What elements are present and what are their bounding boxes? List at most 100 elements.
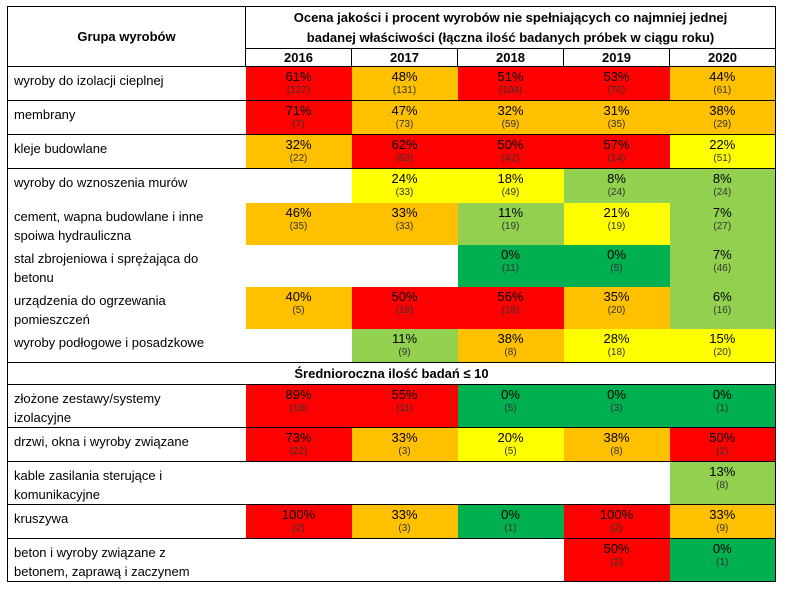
sample-count: (24) [713, 187, 732, 198]
product-group-name: urządzenia do ogrzewania pomieszczeń [7, 286, 246, 329]
sample-count: (59) [501, 119, 520, 130]
sample-count: (14) [607, 153, 626, 164]
table-row: beton i wyroby związane z betonem, zapraw… [7, 538, 777, 582]
product-group-name: kleje budowlane [7, 134, 246, 169]
result-cell: 24% (33) [351, 168, 458, 203]
product-group-name: złożone zestawy/systemy izolacyjne [7, 384, 246, 428]
result-cell: 32% (22) [245, 134, 352, 169]
failure-percent: 18% [497, 171, 524, 186]
result-cell [351, 538, 458, 582]
failure-percent: 0% [607, 246, 626, 262]
sample-count: (18) [607, 346, 626, 358]
failure-percent: 61% [285, 69, 312, 84]
sample-count: (11) [501, 262, 520, 274]
product-group-name: drzwi, okna i wyroby związane [7, 427, 246, 462]
result-cell: 28% (18) [563, 328, 670, 363]
failure-percent: 24% [391, 171, 418, 186]
failure-percent: 7% [712, 246, 732, 262]
result-cell: 22% (51) [669, 134, 777, 169]
failure-percent: 56% [497, 288, 524, 304]
sample-count: (5) [610, 262, 623, 274]
year-header: 2016 [245, 48, 352, 67]
product-group-name: wyroby do wznoszenia murów [7, 168, 246, 203]
result-cell: 46% (35) [245, 202, 352, 245]
sample-count: (2) [610, 523, 623, 534]
sample-count: (8) [504, 346, 517, 358]
product-group-name: membrany [7, 100, 246, 135]
sample-count: (127) [286, 85, 311, 96]
product-group-name-line: betonem, zaprawą i zaczynem [14, 564, 190, 579]
failure-percent: 8% [607, 171, 626, 186]
failure-percent: 50% [497, 137, 524, 152]
table-title-line-2: badanej właściwości (łączna ilość badany… [306, 30, 715, 45]
sample-count: (16) [395, 304, 414, 316]
failure-percent: 33% [391, 430, 418, 445]
failure-percent: 32% [497, 103, 524, 118]
result-cell: 33% (9) [669, 504, 777, 539]
result-cell: 18% (49) [457, 168, 564, 203]
failure-percent: 11% [497, 204, 524, 220]
product-group-name-line: beton i wyroby związane z [14, 545, 166, 560]
result-cell [245, 244, 352, 287]
result-cell: 21% (19) [563, 202, 670, 245]
failure-percent: 51% [497, 69, 524, 84]
failure-percent [246, 170, 352, 172]
sample-count: (131) [392, 85, 417, 96]
result-cell: 0% (1) [457, 504, 564, 539]
product-group-name: kruszywa [7, 504, 246, 539]
product-group-name-line: stal zbrojeniowa i sprężająca do [14, 250, 199, 266]
result-cell: 0% (1) [669, 538, 777, 582]
failure-percent [246, 329, 352, 331]
sample-count: (9) [398, 346, 411, 358]
table-row: urządzenia do ogrzewania pomieszczeń 40% (5… [7, 286, 777, 329]
year-header: 2020 [669, 48, 777, 67]
product-group-name-line: betonu [14, 269, 54, 285]
result-cell: 44% (61) [669, 66, 777, 101]
sample-count: (3) [398, 446, 411, 457]
product-group-name-line: urządzenia do ogrzewania [14, 292, 166, 308]
failure-percent [246, 540, 352, 542]
product-group-name-line: wyroby do wznoszenia murów [14, 175, 188, 190]
result-cell: 8% (24) [669, 168, 777, 203]
result-cell: 6% (16) [669, 286, 777, 329]
result-cell [245, 461, 352, 505]
failure-percent: 47% [391, 103, 418, 118]
failure-percent: 11% [391, 330, 418, 346]
result-cell: 20% (5) [457, 427, 564, 462]
failure-percent: 44% [709, 69, 736, 84]
result-cell: 62% (63) [351, 134, 458, 169]
product-group-name-line: złożone zestawy/systemy [14, 391, 161, 406]
result-cell: 13% (8) [669, 461, 777, 505]
product-group-name-line: komunikacyjne [14, 487, 100, 502]
result-cell: 40% (5) [245, 286, 352, 329]
failure-percent: 0% [501, 246, 520, 262]
failure-percent [458, 540, 564, 542]
sample-count: (35) [289, 220, 308, 232]
result-cell [245, 538, 352, 582]
result-cell: 57% (14) [563, 134, 670, 169]
failure-percent: 33% [391, 507, 418, 522]
table-row: membrany 71% (7) 47% (73) 32% (59) 31% (35) 38% (2… [7, 100, 777, 135]
sample-count: (42) [501, 153, 520, 164]
failure-percent: 38% [497, 330, 524, 346]
product-group-name: cement, wapna budowlane i inne spoiwa hyd… [7, 202, 246, 245]
year-header: 2017 [351, 48, 458, 67]
sample-count: (24) [607, 187, 626, 198]
quality-table: Grupa wyrobów Ocena jakości i procent wy… [6, 6, 777, 582]
product-group-name-line: spoiwa hydrauliczna [14, 227, 132, 243]
year-header: 2019 [563, 48, 670, 67]
product-group-name: stal zbrojeniowa i sprężająca do betonu [7, 244, 246, 287]
failure-percent: 40% [285, 288, 312, 304]
result-cell: 50% (16) [351, 286, 458, 329]
year-header: 2018 [457, 48, 564, 67]
sample-count: (8) [716, 480, 729, 491]
product-group-name-line: kleje budowlane [14, 141, 108, 156]
product-group-name-line: kruszywa [14, 511, 69, 526]
failure-percent [564, 463, 670, 465]
failure-percent: 53% [603, 69, 630, 84]
result-cell: 50% (2) [563, 538, 670, 582]
product-group-name-line: membrany [14, 107, 76, 122]
table-title: Ocena jakości i procent wyrobów nie speł… [245, 6, 777, 49]
result-cell: 100% (2) [245, 504, 352, 539]
failure-percent: 50% [603, 541, 630, 556]
